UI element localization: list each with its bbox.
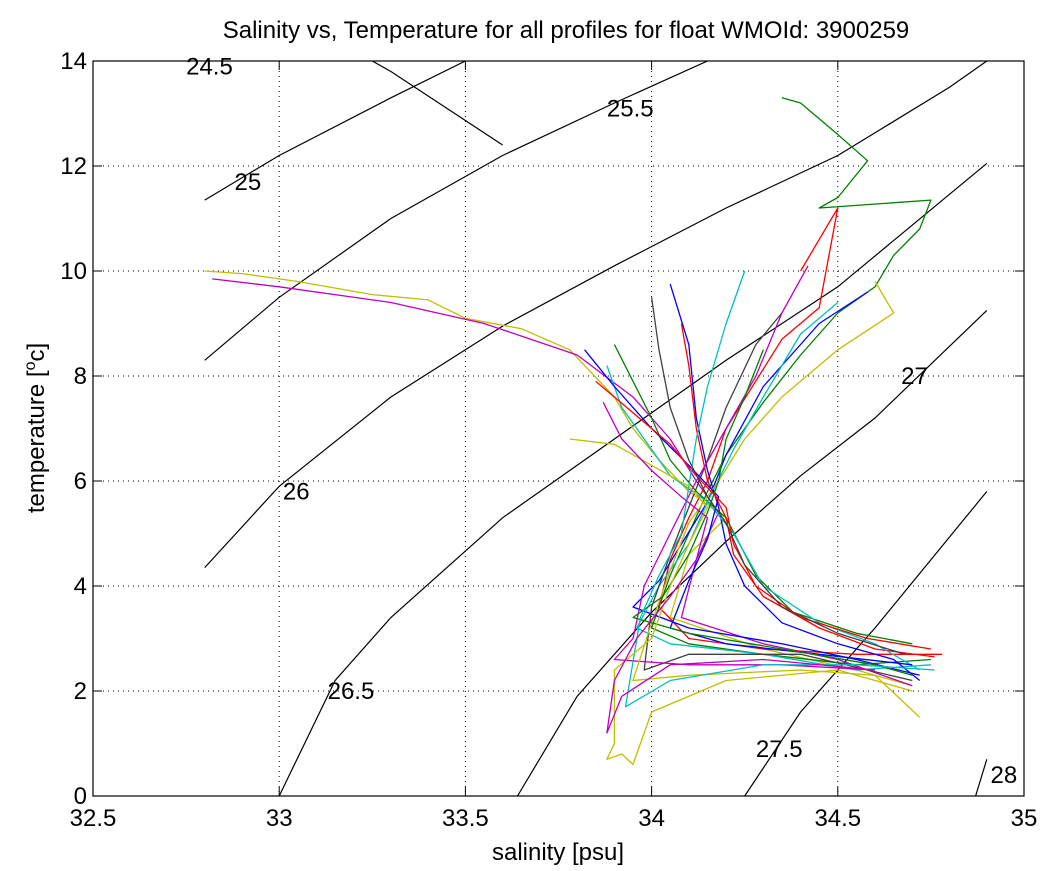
profile-line bbox=[643, 312, 913, 682]
axis-ticks: 32.5 33 33.5 34 34.5 35 0 2 4 6 8 10 12 14 bbox=[60, 48, 1037, 832]
isopycnal-line bbox=[204, 61, 708, 361]
y-axis-title: temperature [oc] bbox=[22, 343, 50, 513]
profile-line bbox=[669, 283, 921, 682]
isopycnal-lines bbox=[204, 61, 988, 796]
x-tick-label: 33 bbox=[266, 805, 293, 832]
x-axis-title: salinity [psu] bbox=[492, 839, 624, 866]
y-axis-title-end: c] bbox=[23, 343, 50, 362]
profile-line bbox=[613, 265, 876, 671]
isopycnal-line bbox=[371, 61, 503, 146]
profile-line bbox=[636, 302, 931, 671]
x-tick-label: 35 bbox=[1011, 805, 1038, 832]
y-tick-label: 10 bbox=[60, 258, 87, 285]
isopycnal-label: 28 bbox=[990, 762, 1017, 789]
isopycnal-label: 26.5 bbox=[328, 678, 375, 705]
profile-line bbox=[204, 270, 913, 687]
y-axis-title-main: temperature [ bbox=[23, 370, 50, 513]
isopycnal-line bbox=[278, 162, 988, 796]
profile-line bbox=[212, 278, 913, 687]
profile-line bbox=[632, 349, 913, 676]
profile-line bbox=[602, 402, 876, 734]
isopycnal-label: 25 bbox=[235, 169, 262, 196]
isopycnal-label: 26 bbox=[283, 479, 310, 506]
profile-lines bbox=[204, 97, 943, 766]
plot-frame bbox=[92, 60, 1025, 797]
x-tick-label: 32.5 bbox=[70, 805, 117, 832]
isopycnal-line bbox=[204, 61, 988, 569]
profile-line bbox=[650, 297, 905, 655]
profile-line bbox=[606, 365, 921, 671]
isopycnal-line bbox=[975, 759, 988, 796]
y-tick-label: 12 bbox=[60, 153, 87, 180]
profile-line bbox=[613, 344, 913, 645]
isopycnal-label: 24.5 bbox=[186, 53, 233, 80]
profile-line bbox=[595, 380, 932, 650]
profile-line bbox=[658, 207, 943, 655]
profile-line bbox=[632, 281, 921, 718]
x-tick-label: 34.5 bbox=[814, 805, 861, 832]
isopycnal-label: 27 bbox=[901, 363, 928, 390]
y-tick-label: 6 bbox=[74, 468, 87, 495]
isopycnal-label: 25.5 bbox=[607, 95, 654, 122]
y-tick-label: 2 bbox=[74, 678, 87, 705]
y-axis-title-superscript: o bbox=[22, 361, 39, 370]
x-tick-label: 33.5 bbox=[442, 805, 489, 832]
y-tick-label: 0 bbox=[74, 783, 87, 810]
y-tick-label: 14 bbox=[60, 48, 87, 75]
isopycnal-label: 27.5 bbox=[756, 736, 803, 763]
chart-title: Salinity vs, Temperature for all profile… bbox=[223, 17, 910, 44]
y-tick-label: 8 bbox=[74, 363, 87, 390]
profile-line bbox=[680, 323, 935, 658]
profile-line bbox=[569, 438, 913, 766]
profile-line bbox=[624, 270, 935, 708]
x-tick-label: 34 bbox=[638, 805, 665, 832]
isopycnal-line bbox=[204, 61, 466, 201]
profile-line bbox=[632, 291, 920, 676]
grid-lines bbox=[93, 61, 1024, 796]
y-tick-label: 4 bbox=[74, 573, 87, 600]
profile-line bbox=[650, 97, 932, 666]
isopycnal-labels: 24.5 25 25.5 26 26.5 27 27.5 28 bbox=[186, 53, 1017, 789]
profile-line bbox=[584, 349, 913, 666]
